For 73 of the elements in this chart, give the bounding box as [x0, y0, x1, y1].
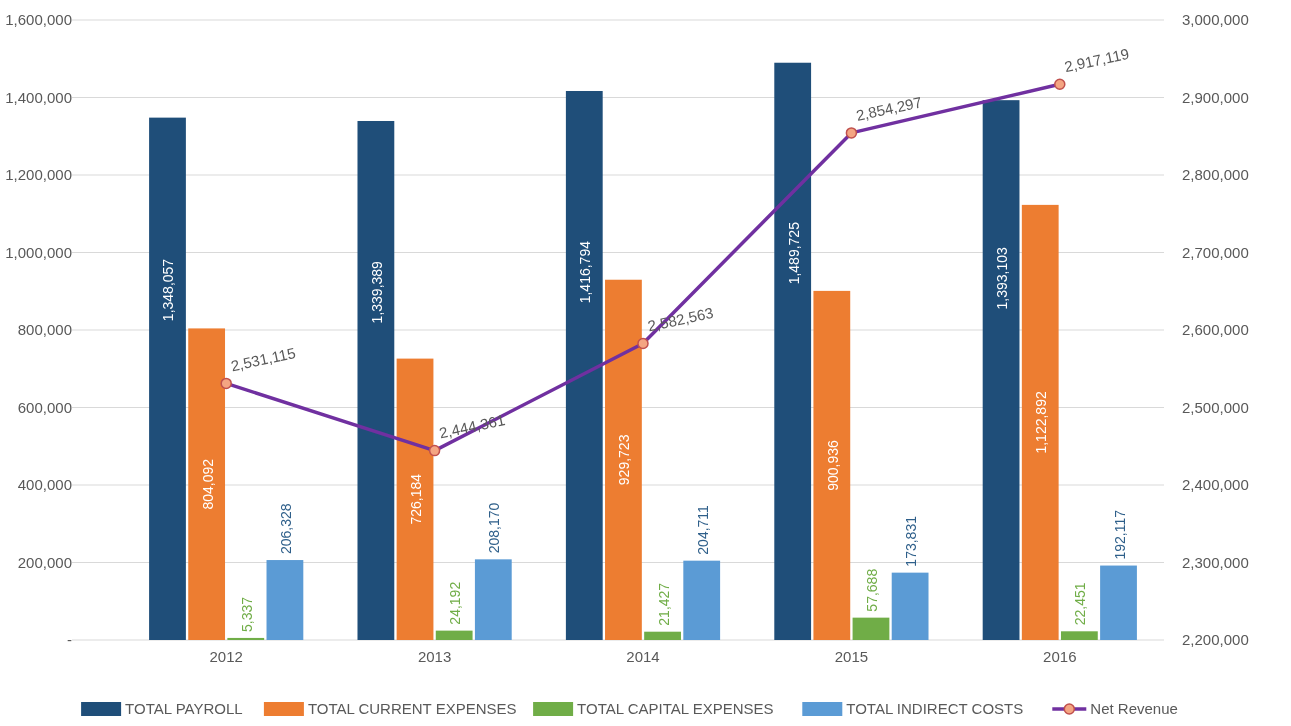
data-label: 804,092: [199, 458, 216, 510]
data-label: 5,337: [238, 596, 255, 632]
data-label: 192,117: [1111, 509, 1128, 560]
data-label: 929,723: [616, 434, 633, 486]
x-tick-label: 2014: [626, 648, 660, 665]
data-label: 900,936: [824, 439, 841, 491]
data-label: 1,489,725: [785, 221, 802, 285]
data-label: 173,831: [903, 515, 920, 567]
bar: [266, 560, 304, 640]
data-label: 57,688: [863, 568, 880, 612]
bar: [1060, 631, 1098, 640]
y-tick-label: 1,200,000: [5, 166, 72, 183]
bar: [188, 328, 226, 640]
data-label: 1,416,794: [577, 240, 594, 304]
data-label: 24,192: [447, 581, 464, 625]
bar: [891, 572, 929, 640]
data-label: 1,339,389: [368, 260, 385, 324]
data-label: 2,444,361: [437, 411, 507, 442]
bar: [227, 637, 265, 640]
legend-label: TOTAL CURRENT EXPENSES: [307, 700, 517, 717]
bar: [565, 90, 603, 640]
y-tick-label: 800,000: [17, 321, 72, 338]
bar: [605, 279, 642, 640]
bar: [982, 100, 1020, 640]
y2-tick-label: 2,700,000: [1182, 243, 1249, 261]
data-label: 206,328: [277, 503, 294, 555]
data-label: 2,531,115: [229, 344, 298, 375]
data-label: 726,184: [408, 473, 425, 525]
bar: [435, 630, 473, 640]
legend-label: TOTAL PAYROLL: [125, 700, 243, 717]
bar: [1100, 565, 1137, 640]
bar: [1021, 204, 1059, 640]
bar: [357, 120, 395, 640]
y-tick-label: -: [67, 631, 72, 648]
y2-tick-label: 2,300,000: [1182, 553, 1249, 571]
y-tick-label: 1,600,000: [5, 11, 72, 28]
y2-tick-label: 2,800,000: [1182, 166, 1249, 183]
x-tick-label: 2012: [209, 648, 243, 665]
y-tick-label: 1,000,000: [5, 243, 72, 261]
x-tick-label: 2016: [1043, 648, 1077, 665]
y-tick-label: 200,000: [17, 553, 72, 571]
y2-tick-label: 2,600,000: [1182, 321, 1249, 338]
y2-tick-label: 2,200,000: [1182, 631, 1249, 648]
y-tick-label: 400,000: [17, 476, 72, 493]
data-label: 1,348,057: [160, 258, 177, 322]
legend-label: TOTAL CAPITAL EXPENSES: [577, 700, 774, 717]
data-label: 22,451: [1072, 582, 1089, 626]
y2-tick-label: 2,900,000: [1182, 88, 1249, 106]
x-tick-label: 2013: [417, 648, 452, 665]
data-label: 2,854,297: [854, 93, 924, 124]
bar: [474, 559, 512, 640]
y2-tick-label: 3,000,000: [1182, 11, 1249, 28]
x-tick-label: 2015: [834, 648, 869, 665]
data-label: 1,393,103: [994, 246, 1011, 310]
data-label: 208,170: [486, 502, 503, 554]
y-tick-label: 600,000: [17, 398, 72, 416]
y-tick-label: 1,400,000: [5, 88, 72, 106]
data-label: 2,582,563: [646, 303, 715, 335]
y2-tick-label: 2,500,000: [1182, 398, 1249, 416]
bar: [813, 290, 851, 640]
legend-label: TOTAL INDIRECT COSTS: [846, 700, 1024, 717]
bar: [149, 117, 186, 640]
y2-tick-label: 2,400,000: [1182, 476, 1249, 493]
data-label: 2,917,119: [1062, 44, 1131, 76]
bar: [683, 560, 721, 640]
data-label: 1,122,892: [1033, 391, 1050, 454]
bar: [774, 62, 812, 640]
legend-label: Net Revenue: [1090, 700, 1178, 717]
bar: [852, 617, 890, 640]
bar: [644, 631, 681, 640]
bar: [396, 358, 434, 640]
data-label: 21,427: [655, 582, 672, 626]
data-label: 204,711: [694, 504, 711, 555]
